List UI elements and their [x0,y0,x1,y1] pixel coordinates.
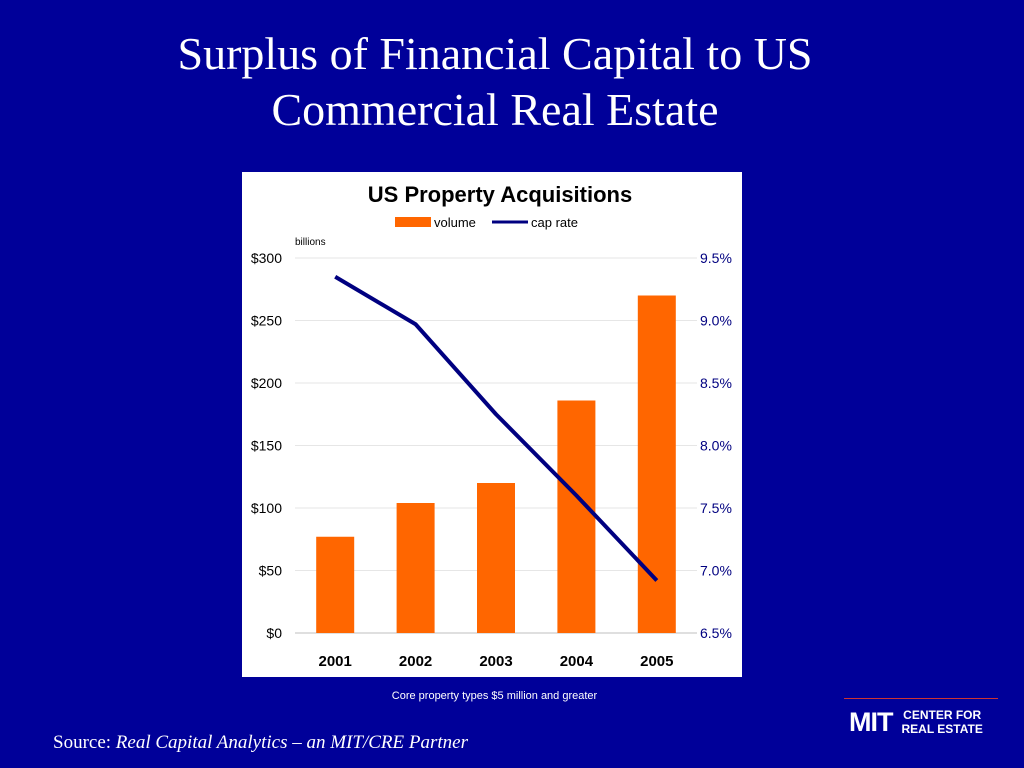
y2-tick-label: 9.0% [700,313,732,329]
logo-line-2: REAL ESTATE [901,722,983,736]
chart-panel: US Property Acquisitions volume cap rate… [242,172,742,677]
slide-title-line-1: Surplus of Financial Capital to US [177,28,813,79]
slide-title: Surplus of Financial Capital to US Comme… [0,26,990,138]
mit-cre-logo: MIT CENTER FOR REAL ESTATE [849,704,983,740]
logo-mark: MIT [849,706,893,737]
y-tick-label: $100 [251,500,282,516]
acquisitions-chart: US Property Acquisitions volume cap rate… [251,182,732,670]
x-tick-label: 2002 [399,653,432,670]
legend-label-volume: volume [434,215,476,230]
x-tick-label: 2004 [560,653,594,670]
source-text: Real Capital Analytics – an MIT/CRE Part… [115,732,468,753]
bar-volume-2002 [396,503,435,633]
y-tick-label: $250 [251,313,282,329]
y2-tick-label: 9.5% [700,250,732,266]
y-tick-label: $300 [251,250,282,266]
line-cap-rate [334,275,659,582]
bar-volume-2004 [557,400,596,633]
source-citation: Source: Real Capital Analytics – an MIT/… [53,732,468,754]
slide-title-line-2: Commercial Real Estate [271,84,719,135]
logo-wordmark: CENTER FOR REAL ESTATE [902,708,983,736]
bar-volume-2005 [637,295,676,633]
legend-swatch-volume [395,217,431,227]
y2-tick-label: 6.5% [700,625,732,641]
legend-label-cap-rate: cap rate [531,215,578,230]
y2-tick-label: 8.0% [700,438,732,454]
source-prefix: Source: [53,732,112,753]
chart-title: US Property Acquisitions [368,182,632,207]
x-tick-label: 2003 [479,653,512,670]
y2-tick-label: 8.5% [700,375,732,391]
y2-tick-label: 7.5% [700,500,732,516]
logo-divider [844,698,998,699]
y2-tick-label: 7.0% [700,563,732,579]
y-axis-unit-label: billions [295,237,326,248]
y-tick-label: $150 [251,438,282,454]
bar-volume-2001 [316,536,355,633]
logo-line-1: CENTER FOR [903,708,982,722]
y-tick-label: $0 [266,625,282,641]
x-tick-label: 2001 [319,653,352,670]
chart-legend: volume cap rate [395,215,578,230]
y-tick-label: $200 [251,375,282,391]
bar-volume-2003 [477,483,515,633]
y-tick-label: $50 [259,563,283,579]
x-tick-label: 2005 [640,653,673,670]
chart-footnote: Core property types $5 million and great… [391,690,598,702]
